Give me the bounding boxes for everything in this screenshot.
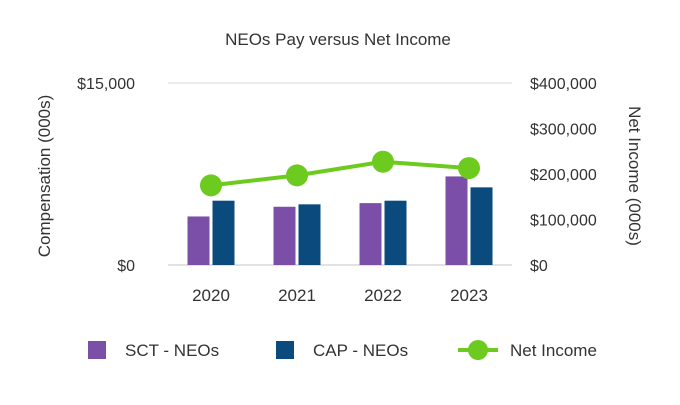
legend-label-sct-neos: SCT - NEOs: [125, 341, 219, 360]
legend-item-sct-neos: SCT - NEOs: [88, 341, 219, 360]
net-income-line-group: [200, 150, 480, 197]
bar-sct-neos-2023: [445, 176, 468, 265]
legend-item-cap-neos: CAP - NEOs: [276, 341, 408, 360]
x-tick-label: 2021: [278, 286, 316, 305]
right-axis-ticks: $0 $100,000 $200,000 $300,000 $400,000: [530, 76, 597, 275]
right-tick-label: $300,000: [530, 122, 597, 139]
left-tick-label: $15,000: [77, 76, 135, 93]
bar-cap-neos-2021: [298, 204, 321, 265]
right-tick-label: $200,000: [530, 167, 597, 184]
legend-label-net-income: Net Income: [510, 341, 597, 360]
net-income-line: [210, 159, 470, 188]
legend-swatch-cap-neos: [276, 341, 294, 359]
right-tick-label: $0: [530, 258, 548, 275]
x-axis-ticks: 2020 2021 2022 2023: [192, 286, 488, 305]
net-income-point-2020: [200, 174, 222, 197]
right-axis-label: Net Income (000s): [625, 106, 644, 246]
bar-sct-neos-2020: [187, 216, 210, 265]
net-income-point-2021: [286, 164, 308, 187]
bar-sct-neos-2021: [273, 206, 296, 265]
legend-item-net-income: Net Income: [458, 340, 597, 360]
left-axis-label: Compensation (000s): [35, 95, 54, 258]
bars: [187, 176, 493, 265]
left-axis-ticks: $0 $15,000: [77, 76, 135, 275]
x-tick-label: 2020: [192, 286, 230, 305]
bar-sct-neos-2022: [359, 203, 382, 265]
net-income-point-2022: [372, 150, 394, 173]
right-tick-label: $100,000: [530, 213, 597, 230]
chart-title: NEOs Pay versus Net Income: [225, 30, 451, 49]
left-tick-label: $0: [117, 258, 135, 275]
right-tick-label: $400,000: [530, 76, 597, 93]
x-tick-label: 2022: [364, 286, 402, 305]
net-income-point-2023: [458, 157, 480, 180]
legend: SCT - NEOs CAP - NEOs Net Income: [88, 340, 597, 360]
bar-cap-neos-2023: [470, 187, 493, 265]
bar-cap-neos-2022: [384, 200, 407, 265]
legend-marker-swatch: [468, 340, 488, 360]
bar-cap-neos-2020: [212, 200, 235, 265]
x-tick-label: 2023: [450, 286, 488, 305]
legend-label-cap-neos: CAP - NEOs: [313, 341, 408, 360]
legend-swatch-sct-neos: [88, 341, 106, 359]
